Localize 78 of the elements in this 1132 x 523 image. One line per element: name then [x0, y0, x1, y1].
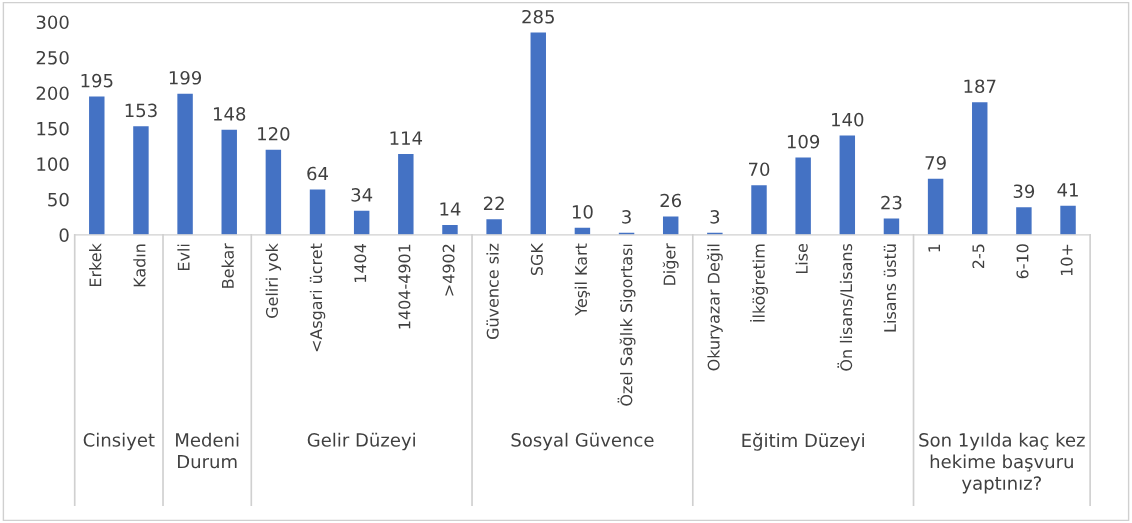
data-label: 148: [213, 107, 246, 121]
data-label: 3: [710, 209, 720, 224]
bar: [662, 216, 679, 235]
data-label: 64: [307, 166, 328, 181]
bar: [398, 153, 414, 235]
x-tick-label: SGK: [530, 242, 543, 276]
x-tick-label: Lisans üstü: [883, 244, 897, 332]
text: Eğitim Düzeyi: [742, 432, 864, 451]
x-tick-label: Evli: [177, 244, 190, 271]
x-tick-label: 1404: [354, 244, 367, 283]
bar: [353, 210, 370, 235]
data-label: 109: [787, 134, 820, 149]
bar: [133, 126, 149, 235]
data-label: 114: [390, 131, 423, 145]
x-tick-label: >4902: [442, 244, 455, 296]
bar: [309, 189, 326, 235]
y-tick-label: 0: [59, 228, 69, 242]
bar: [442, 224, 458, 235]
bar: [1016, 207, 1032, 235]
x-tick-label: Kadın: [133, 244, 146, 287]
x-tick-label: 2-5: [972, 244, 985, 269]
x-tick-label: 1404-4901: [398, 244, 411, 329]
bar: [839, 135, 856, 235]
data-label: 23: [881, 195, 902, 210]
x-tick-label: Okuryazar Değil: [706, 244, 723, 371]
x-tick-label: İlköğretim: [750, 244, 768, 322]
data-label: 70: [749, 162, 770, 177]
x-tick-label: Lise: [795, 244, 808, 274]
data-label: 140: [832, 112, 864, 127]
text: Cinsiyet: [83, 432, 155, 451]
y-tick-label: 50: [48, 192, 69, 207]
y-tick-label: 300: [36, 15, 69, 30]
bar: [486, 219, 502, 235]
text: Son 1yılda kaç kez hekime başvuru yaptınız?: [919, 432, 1085, 494]
bar: [89, 96, 105, 235]
bar: [530, 32, 546, 235]
bar: [795, 157, 811, 235]
x-tick-label: Bekar: [221, 243, 234, 288]
data-label: 153: [125, 103, 157, 118]
y-tick-label: 150: [37, 121, 69, 136]
text: Gelir Düzeyi: [307, 432, 415, 451]
bar: [265, 149, 282, 235]
y-tick-label: 250: [36, 50, 69, 65]
data-label: 187: [964, 79, 996, 94]
x-tick-label: 10+: [1060, 244, 1073, 276]
data-label: 34: [351, 187, 373, 202]
data-label: 14: [440, 202, 461, 216]
data-label: 41: [1057, 183, 1078, 197]
data-label: 26: [660, 193, 682, 208]
data-label: 199: [169, 70, 202, 85]
data-label: 120: [258, 126, 290, 141]
text: Medeni Durum: [176, 432, 239, 469]
data-label: 3: [622, 209, 631, 224]
bar: [1060, 205, 1076, 235]
data-label: 22: [483, 196, 504, 210]
bar: [177, 93, 193, 235]
data-label: 39: [1013, 184, 1035, 199]
x-tick-label: 6-10: [1016, 244, 1029, 279]
text: Sosyal Güvence: [511, 432, 654, 451]
x-tick-label: Geliri yok: [265, 243, 282, 318]
x-tick-label: Yeşil Kart: [574, 243, 590, 316]
data-label: 79: [925, 156, 946, 170]
bar: [972, 102, 988, 235]
x-tick-label: Güvence siz: [486, 243, 499, 339]
x-tick-label: Diğer: [662, 243, 679, 285]
x-tick-label: Ön lisans/Lisans: [837, 243, 854, 371]
y-tick-label: 200: [36, 86, 69, 101]
x-tick-label: Erkek: [89, 243, 102, 286]
data-label: 10: [572, 205, 593, 219]
bar: [221, 129, 237, 235]
x-tick-label: <Asgari ücret: [309, 243, 326, 352]
data-label: 195: [81, 73, 113, 88]
bar: [927, 178, 944, 235]
x-tick-label: 1: [928, 244, 941, 252]
bar: [751, 185, 767, 235]
y-tick-label: 100: [37, 157, 69, 171]
x-tick-label: Özel Sağlık Sigortası: [617, 244, 636, 406]
data-label: 285: [522, 9, 554, 24]
